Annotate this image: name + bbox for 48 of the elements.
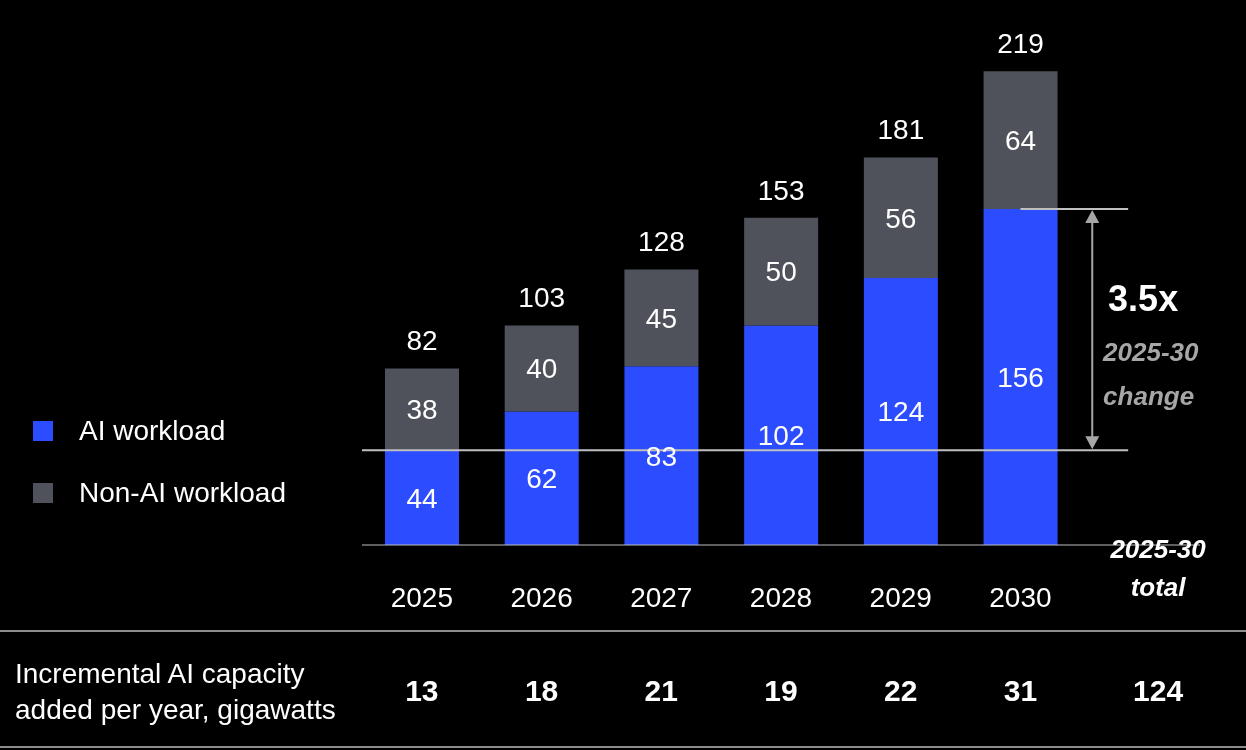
text: 31	[1002, 674, 1039, 708]
text: Incremental AI capacity added per year, gigawatts	[15, 657, 337, 727]
data-label: 45	[645, 302, 678, 334]
bar	[504, 411, 579, 545]
total-label: 82	[406, 325, 438, 357]
total-label: 128	[638, 226, 685, 258]
x-tick-label: 2028	[749, 581, 813, 613]
x-tick-label: 2029	[869, 581, 932, 613]
bar	[863, 278, 938, 545]
bar	[983, 209, 1058, 545]
data-label: 156	[997, 362, 1044, 393]
text: 21	[643, 674, 679, 708]
annotation: 2025-30 total	[1109, 533, 1207, 604]
text: 18	[523, 674, 560, 708]
legend-label: AI workload	[79, 415, 226, 447]
total-label: 153	[757, 174, 805, 206]
data-label: 64	[1004, 125, 1037, 157]
total-label: 103	[518, 282, 566, 314]
bar	[504, 325, 579, 412]
data-label: 102	[757, 420, 805, 452]
data-label: 62	[526, 463, 558, 495]
annotation: 2025-30 change	[1103, 336, 1200, 413]
bar	[744, 325, 819, 545]
bar	[624, 269, 699, 367]
data-label: 38	[406, 394, 438, 426]
bar	[385, 368, 459, 451]
data-label: 50	[765, 256, 797, 288]
x-tick-label: 2026	[510, 581, 573, 613]
total-label: 181	[877, 114, 925, 146]
text: 13	[404, 674, 440, 708]
bar	[624, 366, 699, 545]
bar	[744, 217, 819, 326]
text: 22	[883, 674, 919, 708]
total-label: 219	[997, 28, 1044, 60]
x-tick-label: 2025	[390, 581, 454, 613]
bar	[983, 71, 1058, 210]
x-tick-label: 2030	[989, 581, 1052, 613]
x-tick-label: 2027	[630, 581, 693, 613]
bar	[385, 450, 459, 545]
data-label: 56	[885, 202, 917, 234]
bar	[863, 157, 938, 279]
data-label: 40	[526, 353, 558, 385]
data-label: 124	[877, 396, 925, 428]
text: 19	[763, 674, 799, 708]
text: 124	[1132, 674, 1185, 708]
legend-label: Non-AI workload	[79, 477, 286, 509]
annotation: 3.5x	[1108, 278, 1179, 320]
data-label: 44	[406, 482, 438, 514]
